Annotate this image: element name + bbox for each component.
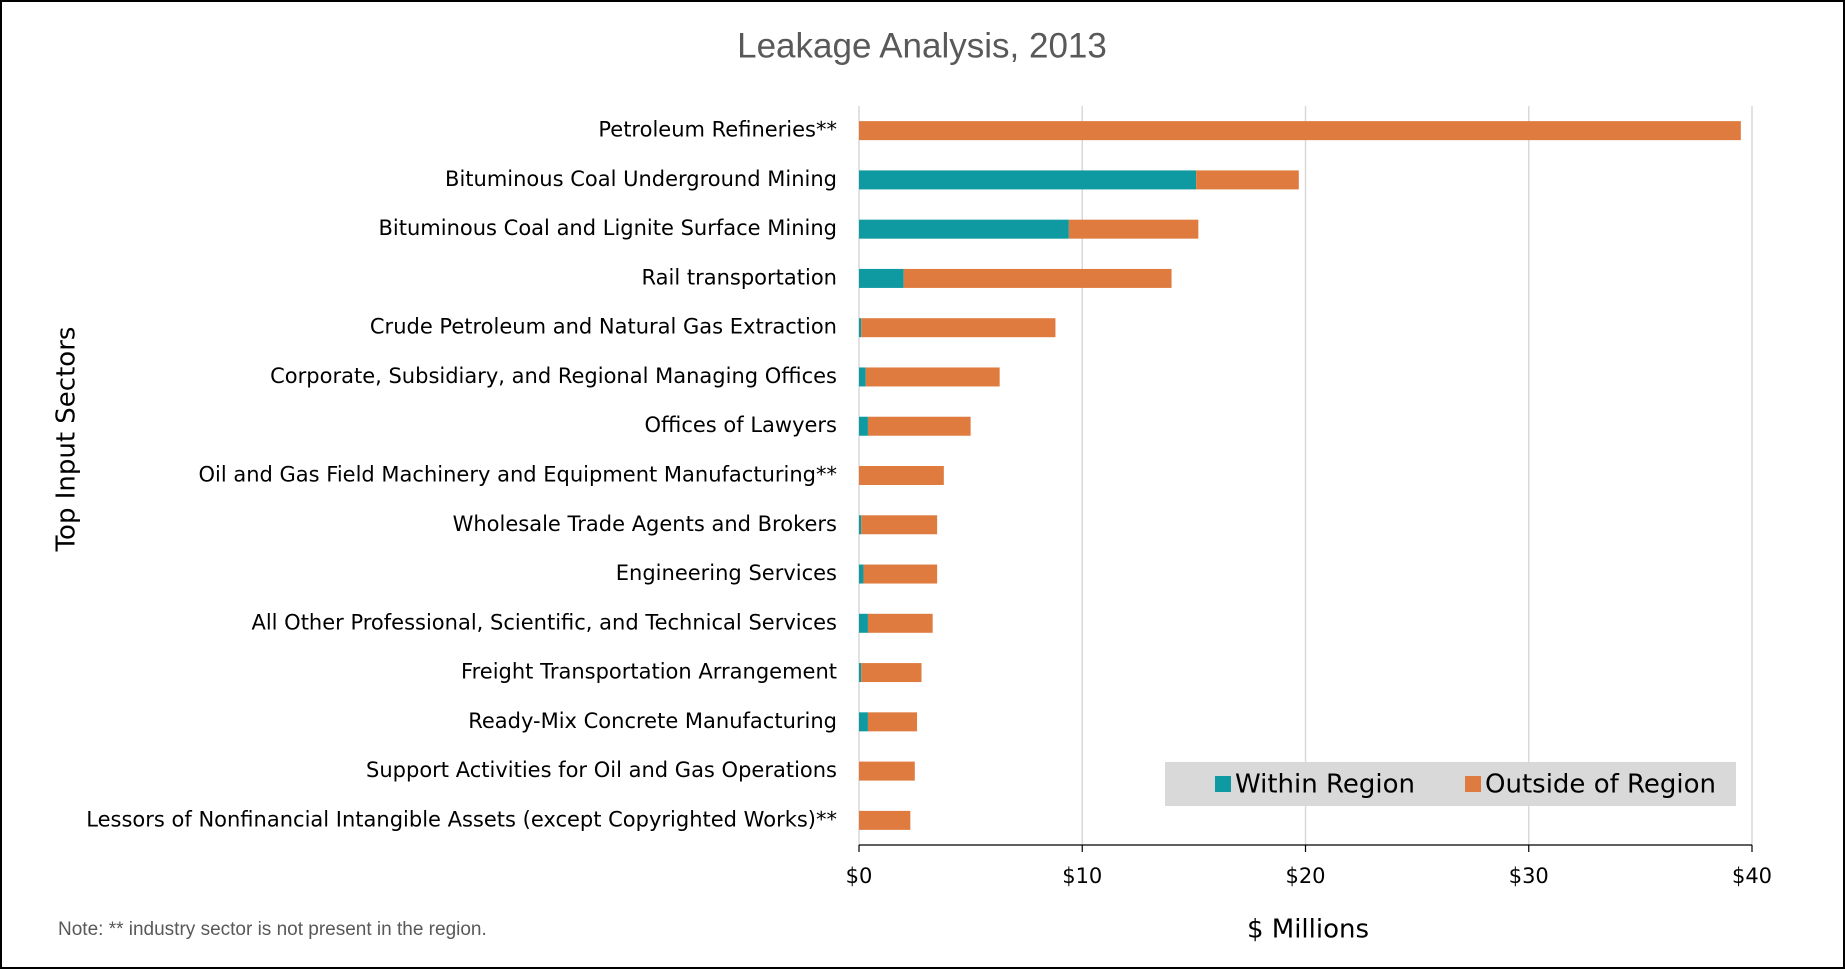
y-tick-label: Lessors of Nonfinancial Intangible Asset…	[86, 807, 837, 831]
chart-title: Leakage Analysis, 2013	[737, 26, 1107, 65]
x-tick-label: $10	[1062, 864, 1102, 888]
bar-segment	[859, 170, 1197, 190]
bar-segment	[1196, 170, 1299, 190]
bar-segment	[865, 367, 1000, 387]
y-tick-label: Engineering Services	[616, 561, 837, 585]
x-tick-label: $0	[846, 864, 873, 888]
bar-segment	[863, 564, 938, 584]
x-tick-label: $40	[1732, 864, 1772, 888]
legend-box	[1165, 762, 1736, 806]
legend-label: Within Region	[1235, 770, 1415, 800]
x-tick-label: $20	[1285, 864, 1325, 888]
bar-segment	[859, 810, 911, 830]
y-tick-label: Rail transportation	[642, 265, 837, 289]
bar-segment	[859, 219, 1069, 239]
bar-segment	[867, 416, 971, 436]
note: Note: ** industry sector is not present …	[58, 919, 487, 940]
bar-segment	[859, 268, 904, 288]
legend-swatch	[1215, 776, 1231, 792]
bar-segment	[859, 712, 868, 732]
y-tick-label: Wholesale Trade Agents and Brokers	[453, 512, 837, 536]
y-tick-label: Bituminous Coal and Lignite Surface Mini…	[379, 216, 837, 240]
y-tick-label: Offices of Lawyers	[645, 413, 838, 437]
bar-segment	[859, 515, 862, 535]
legend-label: Outside of Region	[1485, 770, 1716, 800]
y-tick-label: Support Activities for Oil and Gas Opera…	[366, 758, 837, 782]
y-tick-label: All Other Professional, Scientific, and …	[251, 610, 837, 634]
y-axis-title: Top Input Sectors	[52, 327, 82, 553]
y-tick-label: Crude Petroleum and Natural Gas Extracti…	[370, 315, 837, 339]
bar-segment	[859, 613, 868, 633]
bar-segment	[861, 318, 1056, 338]
bar-segment	[859, 663, 862, 683]
legend-swatch	[1465, 776, 1482, 792]
y-tick-label: Ready-Mix Concrete Manufacturing	[468, 709, 837, 733]
bar-segment	[859, 564, 864, 584]
bar-segment	[859, 121, 1741, 141]
y-tick-label: Corporate, Subsidiary, and Regional Mana…	[270, 364, 837, 388]
bar-segment	[861, 515, 938, 535]
y-tick-label: Bituminous Coal Underground Mining	[445, 167, 837, 191]
bar-segment	[859, 367, 866, 387]
x-tick-label: $30	[1509, 864, 1549, 888]
y-tick-label: Freight Transportation Arrangement	[461, 660, 837, 684]
bar-segment	[867, 712, 918, 732]
bar-segment	[859, 416, 868, 436]
bar-segment	[861, 663, 922, 683]
bar-segment	[859, 466, 944, 485]
x-axis-title: $ Millions	[1247, 915, 1369, 945]
bar-segment	[859, 761, 915, 781]
y-tick-label: Oil and Gas Field Machinery and Equipmen…	[198, 463, 837, 487]
bar-segment	[859, 318, 862, 338]
bar-segment	[1068, 219, 1199, 239]
y-tick-label: Petroleum Refineries**	[598, 118, 837, 142]
bar-segment	[903, 268, 1172, 288]
bar-segment	[867, 613, 933, 633]
